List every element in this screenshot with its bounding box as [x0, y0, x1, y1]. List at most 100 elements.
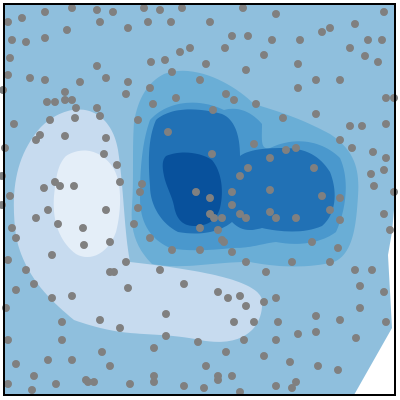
data-point	[292, 214, 300, 222]
data-point	[200, 384, 208, 392]
data-point	[368, 266, 376, 274]
data-point	[272, 214, 280, 222]
data-point	[56, 182, 64, 190]
data-point	[43, 98, 51, 106]
data-point	[134, 116, 142, 124]
data-point	[260, 298, 268, 306]
data-point	[102, 74, 110, 82]
data-point	[126, 380, 134, 388]
data-point	[10, 120, 18, 128]
data-point	[380, 210, 388, 218]
data-point	[236, 292, 244, 300]
data-point	[374, 58, 382, 66]
data-point	[308, 238, 316, 246]
data-point	[8, 36, 16, 44]
data-point	[228, 188, 236, 196]
data-point	[110, 268, 118, 276]
data-point	[48, 251, 56, 259]
data-point	[382, 94, 390, 102]
data-point	[44, 356, 52, 364]
data-point	[312, 328, 320, 336]
data-point	[262, 268, 270, 276]
data-point	[206, 194, 214, 202]
data-point	[194, 338, 202, 346]
data-point	[202, 60, 210, 68]
data-point	[54, 220, 62, 228]
data-point	[268, 36, 276, 44]
data-point	[356, 304, 364, 312]
data-point	[109, 8, 117, 16]
data-point	[221, 44, 229, 52]
data-point	[348, 144, 356, 152]
data-point	[272, 382, 280, 390]
data-point	[326, 258, 334, 266]
data-point	[230, 96, 238, 104]
data-point	[260, 352, 268, 360]
data-point	[96, 316, 104, 324]
data-point	[138, 180, 146, 188]
data-point	[380, 288, 388, 296]
data-point	[6, 54, 14, 62]
data-point	[336, 136, 344, 144]
data-point	[242, 258, 250, 266]
data-point	[286, 358, 294, 366]
data-point	[214, 226, 222, 234]
data-point	[222, 90, 230, 98]
data-point	[106, 238, 114, 246]
data-point	[228, 248, 236, 256]
data-point	[58, 318, 66, 326]
data-point	[28, 386, 36, 394]
data-point	[361, 52, 369, 60]
data-point	[124, 78, 132, 86]
data-point	[252, 100, 260, 108]
data-point	[370, 182, 378, 190]
data-point	[351, 266, 359, 274]
data-point	[61, 96, 69, 104]
data-point	[310, 164, 318, 172]
data-point	[272, 10, 280, 18]
data-point	[12, 286, 20, 294]
data-point	[266, 186, 274, 194]
data-point	[46, 116, 54, 124]
data-point	[202, 362, 210, 370]
data-point	[222, 348, 230, 356]
data-point	[146, 84, 154, 92]
data-point	[180, 382, 188, 390]
data-point	[116, 324, 124, 332]
data-point	[98, 348, 106, 356]
contour-region-level-1	[53, 150, 121, 258]
data-point	[282, 146, 290, 154]
data-point	[351, 20, 359, 28]
data-point	[294, 330, 302, 338]
data-point	[367, 170, 375, 178]
data-point	[41, 8, 49, 16]
data-point	[279, 114, 287, 122]
data-point	[312, 76, 320, 84]
data-point	[106, 362, 114, 370]
data-point	[312, 312, 320, 320]
data-point	[369, 148, 377, 156]
data-point	[32, 136, 40, 144]
data-point	[380, 8, 388, 16]
data-point	[356, 282, 364, 290]
data-point	[208, 150, 216, 158]
data-point	[71, 114, 79, 122]
data-point	[224, 294, 232, 302]
data-point	[156, 266, 164, 274]
data-point	[272, 294, 280, 302]
data-point	[242, 66, 250, 74]
data-point	[40, 184, 48, 192]
data-point	[168, 68, 176, 76]
data-point	[318, 28, 326, 36]
data-point	[162, 332, 170, 340]
data-point	[214, 288, 222, 296]
data-point	[70, 182, 78, 190]
data-point	[4, 71, 12, 79]
data-point	[156, 6, 164, 14]
data-point	[61, 132, 69, 140]
data-point	[48, 294, 56, 302]
data-point	[58, 336, 66, 344]
data-point	[314, 362, 322, 370]
data-point	[4, 336, 12, 344]
